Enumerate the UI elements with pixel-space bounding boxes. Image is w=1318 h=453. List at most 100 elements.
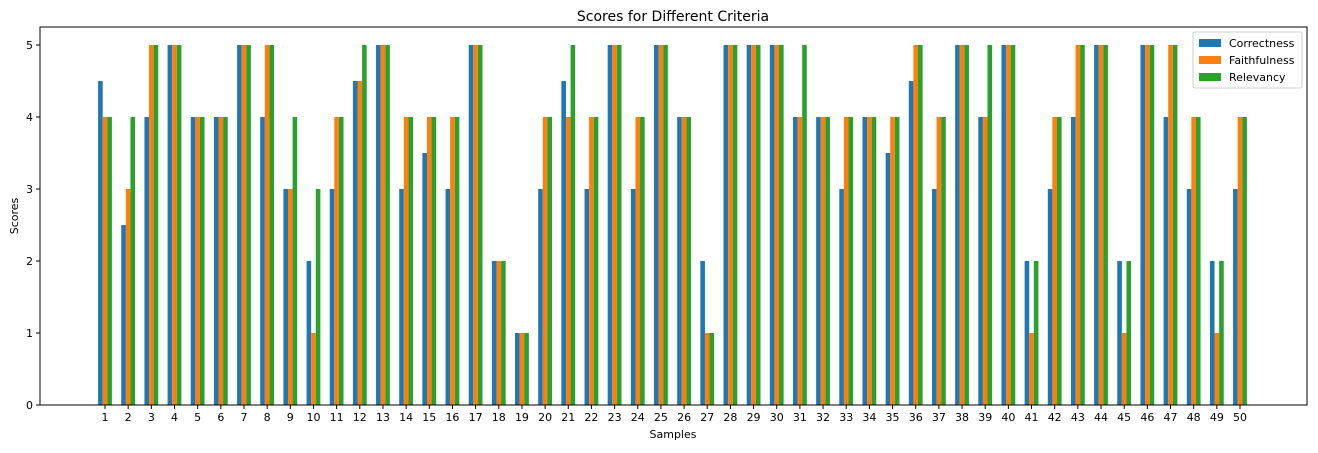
bar-faithfulness-2 bbox=[125, 189, 131, 405]
x-tick-label: 45 bbox=[1117, 411, 1131, 424]
bar-faithfulness-40 bbox=[1006, 45, 1011, 405]
bar-faithfulness-42 bbox=[1052, 117, 1057, 405]
x-tick-label: 29 bbox=[747, 411, 761, 424]
bar-relevancy-8 bbox=[269, 45, 275, 405]
bar-relevancy-18 bbox=[501, 261, 506, 405]
x-tick-label: 50 bbox=[1233, 411, 1247, 424]
bar-correctness-12 bbox=[352, 81, 358, 405]
x-tick-label: 19 bbox=[515, 411, 529, 424]
bar-faithfulness-31 bbox=[797, 117, 803, 405]
bar-correctness-26 bbox=[677, 117, 682, 405]
bar-correctness-46 bbox=[1140, 45, 1146, 405]
bar-relevancy-10 bbox=[315, 189, 321, 405]
x-tick-label: 40 bbox=[1001, 411, 1015, 424]
x-tick-label: 33 bbox=[839, 411, 853, 424]
bar-faithfulness-5 bbox=[195, 117, 200, 405]
bar-correctness-8 bbox=[260, 117, 265, 405]
bar-faithfulness-21 bbox=[565, 117, 571, 405]
bar-faithfulness-15 bbox=[426, 117, 432, 405]
x-tick-label: 22 bbox=[584, 411, 598, 424]
bar-faithfulness-18 bbox=[496, 261, 502, 405]
bar-faithfulness-46 bbox=[1145, 45, 1150, 405]
bar-correctness-36 bbox=[908, 81, 914, 405]
x-tick-label: 43 bbox=[1071, 411, 1085, 424]
bar-relevancy-11 bbox=[338, 117, 344, 405]
bar-faithfulness-23 bbox=[612, 45, 617, 405]
bar-correctness-35 bbox=[885, 153, 891, 405]
bar-relevancy-45 bbox=[1126, 261, 1132, 405]
x-tick-label: 44 bbox=[1094, 411, 1108, 424]
plot-area: 1 2 3 4 5 6 7 8 9 10 11 12 13 14 15 16 17 18 19 20 21 22 23 24 2… bbox=[26, 26, 1308, 424]
bar-faithfulness-1 bbox=[102, 117, 108, 405]
y-tick-label: 1 bbox=[26, 327, 33, 340]
x-tick-label: 12 bbox=[353, 411, 367, 424]
bar-correctness-44 bbox=[1094, 45, 1099, 405]
bar-correctness-15 bbox=[422, 153, 427, 405]
bar-relevancy-21 bbox=[570, 45, 576, 405]
bar-correctness-41 bbox=[1024, 261, 1030, 405]
bar-faithfulness-39 bbox=[982, 117, 988, 405]
bar-faithfulness-37 bbox=[936, 117, 942, 405]
bar-correctness-43 bbox=[1070, 117, 1076, 405]
bar-faithfulness-19 bbox=[519, 333, 525, 405]
bar-correctness-14 bbox=[399, 189, 404, 405]
x-tick-label: 20 bbox=[538, 411, 552, 424]
x-axis-label: Samples bbox=[650, 428, 697, 441]
bar-correctness-42 bbox=[1047, 189, 1053, 405]
bar-correctness-2 bbox=[121, 225, 126, 405]
x-tick-label: 49 bbox=[1210, 411, 1224, 424]
bar-correctness-1 bbox=[98, 81, 103, 405]
bar-relevancy-19 bbox=[524, 333, 529, 405]
bar-relevancy-17 bbox=[477, 45, 483, 405]
bar-relevancy-32 bbox=[825, 117, 830, 405]
x-tick-label: 36 bbox=[909, 411, 923, 424]
bar-relevancy-13 bbox=[385, 45, 390, 405]
bar-correctness-27 bbox=[700, 261, 705, 405]
bar-faithfulness-11 bbox=[334, 117, 339, 405]
bar-correctness-18 bbox=[491, 261, 497, 405]
bar-relevancy-38 bbox=[964, 45, 969, 405]
bar-faithfulness-47 bbox=[1168, 45, 1173, 405]
bar-faithfulness-20 bbox=[542, 117, 548, 405]
bar-correctness-48 bbox=[1186, 189, 1192, 405]
bar-faithfulness-44 bbox=[1098, 45, 1104, 405]
bar-relevancy-39 bbox=[987, 45, 993, 405]
bar-relevancy-36 bbox=[918, 45, 923, 405]
bar-correctness-24 bbox=[630, 189, 636, 405]
bar-faithfulness-22 bbox=[589, 117, 594, 405]
bar-relevancy-50 bbox=[1242, 117, 1247, 405]
bar-correctness-30 bbox=[769, 45, 775, 405]
bar-faithfulness-49 bbox=[1214, 333, 1220, 405]
bar-relevancy-49 bbox=[1219, 261, 1224, 405]
bar-correctness-20 bbox=[538, 189, 543, 405]
x-tick-label: 37 bbox=[932, 411, 946, 424]
bar-relevancy-12 bbox=[362, 45, 367, 405]
bar-correctness-9 bbox=[283, 189, 289, 405]
bar-faithfulness-13 bbox=[380, 45, 386, 405]
bar-relevancy-15 bbox=[431, 117, 437, 405]
bar-correctness-17 bbox=[468, 45, 474, 405]
legend-swatch-correctness bbox=[1199, 39, 1221, 47]
bar-faithfulness-25 bbox=[658, 45, 664, 405]
x-tick-label: 46 bbox=[1140, 411, 1154, 424]
x-tick-label: 38 bbox=[955, 411, 969, 424]
x-tick-label: 7 bbox=[240, 411, 247, 424]
bar-correctness-28 bbox=[723, 45, 729, 405]
bar-correctness-19 bbox=[515, 333, 520, 405]
legend-label-correctness: Correctness bbox=[1229, 37, 1295, 50]
bar-correctness-31 bbox=[793, 117, 798, 405]
bar-correctness-13 bbox=[376, 45, 381, 405]
bar-correctness-40 bbox=[1001, 45, 1007, 405]
bar-faithfulness-33 bbox=[843, 117, 849, 405]
bar-correctness-37 bbox=[931, 189, 937, 405]
bar-correctness-23 bbox=[607, 45, 613, 405]
x-tick-label: 2 bbox=[125, 411, 132, 424]
bar-faithfulness-8 bbox=[264, 45, 270, 405]
legend: Correctness Faithfulness Relevancy bbox=[1192, 31, 1303, 89]
bar-relevancy-44 bbox=[1103, 45, 1108, 405]
x-tick-label: 31 bbox=[793, 411, 807, 424]
bar-correctness-6 bbox=[213, 117, 219, 405]
bar-relevancy-20 bbox=[547, 117, 552, 405]
bar-faithfulness-38 bbox=[959, 45, 965, 405]
